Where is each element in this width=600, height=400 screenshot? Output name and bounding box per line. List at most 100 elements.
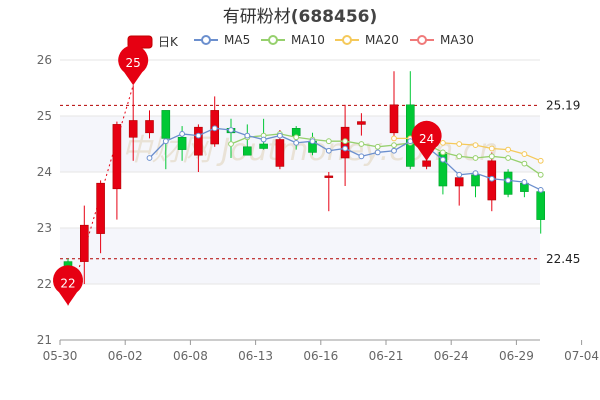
y-tick-label: 26 bbox=[37, 53, 52, 67]
ma10-swatch-icon bbox=[261, 35, 285, 45]
chart-title: 有研粉材(688456) bbox=[0, 2, 600, 27]
ma5-point bbox=[342, 145, 349, 152]
ma20-point bbox=[440, 139, 446, 146]
pin-marker-label: 25 bbox=[126, 56, 141, 70]
x-tick-label: 05-30 bbox=[43, 349, 78, 363]
ma20-point bbox=[488, 145, 495, 152]
ma20-point bbox=[505, 146, 512, 153]
ma5-point bbox=[162, 138, 169, 145]
ma20-point bbox=[472, 142, 479, 149]
ma20-point bbox=[521, 151, 528, 157]
candle-body bbox=[177, 136, 187, 150]
ma10-point bbox=[521, 160, 528, 167]
candle-body bbox=[324, 175, 334, 178]
legend-item-k[interactable]: 日K bbox=[127, 33, 178, 50]
legend-item-ma10[interactable]: MA10 bbox=[260, 33, 325, 47]
candle-body bbox=[80, 224, 89, 262]
candle-body bbox=[389, 104, 399, 134]
candle-body bbox=[357, 121, 366, 125]
ma10-point bbox=[505, 155, 512, 161]
ma5-point bbox=[374, 149, 381, 156]
candle-body bbox=[161, 110, 171, 139]
candle-body bbox=[243, 146, 252, 156]
ma5-point bbox=[391, 147, 397, 154]
candle-body bbox=[96, 182, 105, 234]
candle-body bbox=[471, 174, 480, 187]
legend: 日K MA5 MA10 MA20 bbox=[0, 33, 600, 53]
ma10-point bbox=[228, 141, 234, 147]
candle-body bbox=[128, 120, 138, 138]
ma20-swatch-icon bbox=[335, 35, 359, 45]
ma10-point bbox=[358, 141, 365, 147]
ma10-point bbox=[342, 138, 349, 145]
ma5-point bbox=[358, 153, 365, 160]
ma5-point bbox=[472, 170, 479, 177]
y-tick-label: 21 bbox=[37, 333, 52, 347]
candle-body bbox=[422, 160, 431, 167]
pin-marker-label: 24 bbox=[419, 132, 434, 146]
stock-code: (688456) bbox=[290, 7, 378, 27]
ma10-point bbox=[374, 143, 381, 150]
legend-label-ma30: MA30 bbox=[440, 33, 474, 47]
ma5-point bbox=[440, 156, 446, 163]
ma5-point bbox=[277, 132, 283, 139]
x-tick-label: 06-24 bbox=[434, 349, 469, 363]
pin-marker bbox=[53, 265, 84, 306]
pin-marker-label: 22 bbox=[60, 276, 75, 290]
ma5-point bbox=[293, 139, 300, 146]
ma20-point bbox=[537, 157, 544, 164]
ma10-point bbox=[537, 171, 544, 178]
ma5-point bbox=[195, 132, 202, 139]
x-tick-label: 06-29 bbox=[499, 349, 534, 363]
candle-body bbox=[536, 191, 546, 220]
stock-name: 有研粉材 bbox=[222, 7, 291, 27]
ma5-point bbox=[179, 131, 186, 137]
ma5-point bbox=[228, 127, 234, 133]
pin-marker bbox=[411, 120, 442, 161]
legend-label-ma10: MA10 bbox=[291, 33, 325, 47]
candle-body bbox=[275, 139, 285, 167]
legend-item-ma20[interactable]: MA20 bbox=[334, 33, 399, 47]
ma5-point bbox=[211, 125, 218, 132]
ma5-swatch-icon bbox=[194, 35, 218, 45]
candle-body bbox=[194, 126, 203, 156]
legend-item-ma5[interactable]: MA5 bbox=[193, 33, 250, 47]
legend-item-ma30[interactable]: MA30 bbox=[409, 33, 474, 47]
ma10-point bbox=[440, 149, 446, 156]
grid-band bbox=[60, 228, 540, 284]
x-tick-label: 06-21 bbox=[369, 349, 404, 363]
x-tick-label: 06-08 bbox=[173, 349, 208, 363]
x-tick-label: 07-04 bbox=[564, 349, 599, 363]
ma10-point bbox=[293, 134, 300, 141]
ma5-point bbox=[537, 187, 544, 193]
ma10-point bbox=[456, 153, 463, 160]
y-tick-label: 24 bbox=[37, 165, 52, 179]
y-tick-label: 25 bbox=[37, 109, 52, 123]
ma5-point bbox=[488, 175, 495, 182]
pin-marker bbox=[118, 45, 149, 86]
ma30-swatch-icon bbox=[410, 35, 434, 45]
ma20-point bbox=[456, 141, 463, 147]
candle-body bbox=[112, 124, 122, 190]
reference-line-label: 22.45 bbox=[546, 252, 580, 266]
x-tick-label: 06-02 bbox=[108, 349, 143, 363]
x-tick-label: 06-13 bbox=[238, 349, 273, 363]
legend-label-ma20: MA20 bbox=[365, 33, 399, 47]
y-tick-label: 23 bbox=[37, 221, 52, 235]
ma10-point bbox=[391, 142, 397, 149]
ma5-point bbox=[521, 179, 528, 185]
candle-body bbox=[145, 120, 154, 134]
reference-line-label: 25.19 bbox=[546, 98, 580, 112]
ma5-point bbox=[146, 155, 153, 161]
candle-body bbox=[454, 177, 464, 187]
ma5-point bbox=[505, 177, 512, 184]
x-tick-label: 06-16 bbox=[303, 349, 338, 363]
ma10-point bbox=[488, 153, 495, 160]
legend-label-ma5: MA5 bbox=[224, 33, 251, 47]
ma10-point bbox=[472, 155, 479, 161]
legend-label-k: 日K bbox=[158, 35, 178, 49]
ma5-point bbox=[260, 136, 267, 143]
ma10-point bbox=[325, 138, 332, 145]
